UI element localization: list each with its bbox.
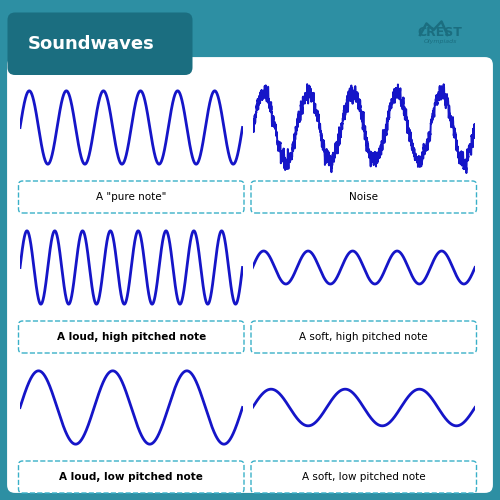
Text: A loud, high pitched note: A loud, high pitched note xyxy=(56,332,206,342)
Text: A soft, high pitched note: A soft, high pitched note xyxy=(300,332,428,342)
Text: Noise: Noise xyxy=(349,192,378,202)
Text: Olympiads: Olympiads xyxy=(424,39,456,44)
Text: Soundwaves: Soundwaves xyxy=(28,35,154,53)
Text: CREST: CREST xyxy=(418,26,463,39)
Text: A loud, low pitched note: A loud, low pitched note xyxy=(60,472,203,482)
Text: A "pure note": A "pure note" xyxy=(96,192,166,202)
Text: A soft, low pitched note: A soft, low pitched note xyxy=(302,472,426,482)
